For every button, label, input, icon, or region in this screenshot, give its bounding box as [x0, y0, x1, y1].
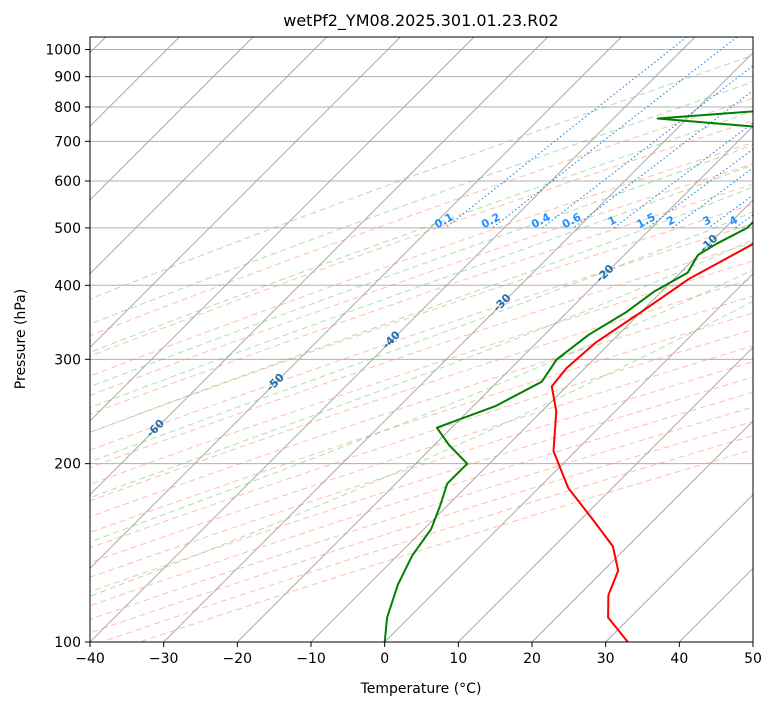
profiles [383, 110, 753, 642]
isotherm-line [310, 199, 753, 642]
y-tick-label: 900 [54, 70, 81, 86]
x-tick-label: 0 [380, 651, 389, 667]
dry-adiabat-line [90, 120, 753, 357]
mixing-ratio-labels: 0.10.20.40.611.52346810131620253036 [432, 210, 740, 231]
mixing-ratio-line [542, 65, 753, 229]
mixing-ratio-line [492, 37, 738, 229]
dry-adiabat-line [90, 361, 753, 578]
y-tick-label: 800 [54, 100, 81, 116]
y-tick-label: 1000 [45, 43, 81, 59]
isotherm-line [605, 494, 753, 642]
y-tick-label: 400 [54, 278, 81, 294]
dewpoint-profile-line [383, 110, 753, 642]
x-tick-label: 40 [670, 651, 688, 667]
chart-title: wetPf2_YM08.2025.301.01.23.R02 [283, 11, 558, 31]
moist-adiabat-line [90, 81, 753, 325]
dry-adiabat-line [90, 223, 753, 451]
isotherm-line [458, 346, 753, 642]
x-tick-label: 50 [744, 651, 762, 667]
isotherm-line [531, 420, 753, 642]
y-tick-label: 300 [54, 352, 81, 368]
isotherm-line [90, 37, 475, 422]
x-tick-label: 10 [449, 651, 467, 667]
y-tick-label: 700 [54, 134, 81, 150]
isotherm-line [384, 273, 753, 642]
y-axis: 100 200 300 400 500 600 700 800 900 1000 [45, 43, 90, 651]
y-tick-label: 600 [54, 174, 81, 190]
pressure-gridlines [90, 49, 753, 642]
moist-adiabat-line [90, 164, 753, 409]
mixing-ratio-lines [445, 37, 753, 229]
x-tick-label: −30 [149, 651, 179, 667]
isotherm-line [90, 37, 622, 569]
dry-adiabat-line [90, 312, 753, 534]
dry-adiabat-line [90, 278, 753, 502]
x-tick-label: −20 [223, 651, 253, 667]
temperature-profile-line [550, 242, 753, 642]
x-tick-label: 20 [523, 651, 541, 667]
dry-adiabats [90, 97, 753, 642]
moist-adiabats [90, 54, 753, 597]
y-tick-label: 500 [54, 221, 81, 237]
dry-adiabat-line [90, 163, 753, 396]
plot-frame [89, 36, 754, 643]
y-axis-label: Pressure (hPa) [13, 289, 29, 389]
x-axis-label: Temperature (°C) [360, 681, 482, 697]
dry-adiabat-line [90, 97, 753, 337]
dry-adiabat-line [90, 183, 753, 415]
plot-area: 0.10.20.40.611.52346810131620253036 -100… [90, 37, 753, 642]
isotherm-line [237, 125, 753, 642]
mixing-ratio-line [572, 90, 753, 229]
dry-adiabat-line [90, 329, 753, 549]
mixing-ratio-line [672, 167, 753, 229]
y-tick-label: 100 [54, 635, 81, 651]
isotherm-line [163, 52, 753, 642]
isotherm-line [90, 37, 401, 348]
moist-adiabat-line [90, 54, 753, 300]
isotherm-line [90, 37, 327, 275]
y-tick-label: 200 [54, 457, 81, 473]
x-tick-label: 30 [597, 651, 615, 667]
moist-adiabat-line [90, 144, 753, 388]
x-tick-label: −40 [75, 651, 105, 667]
moist-adiabat-line [90, 110, 753, 353]
moist-adiabat-line [90, 211, 753, 463]
x-tick-label: −10 [296, 651, 326, 667]
x-axis: −40 −30 −20 −10 0 10 20 30 40 50 [75, 642, 762, 667]
isotherm-line [90, 37, 254, 201]
dry-adiabat-line [90, 260, 753, 485]
dry-adiabat-line [90, 391, 753, 607]
isotherm-line [90, 37, 548, 496]
dry-adiabat-line [90, 142, 753, 377]
